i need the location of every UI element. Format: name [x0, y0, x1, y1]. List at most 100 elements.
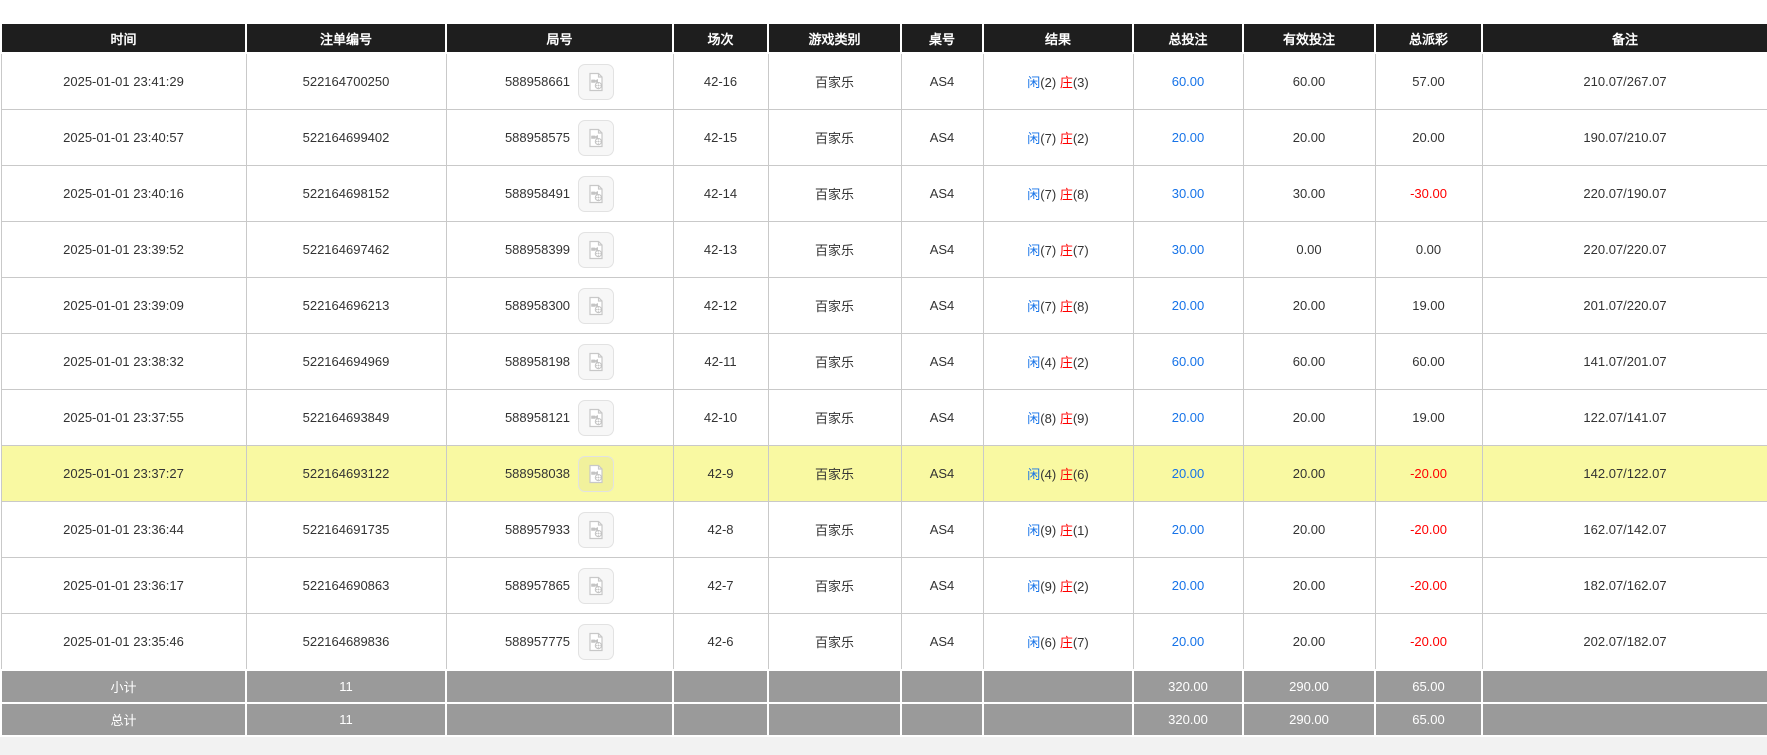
summary-empty-cell [900, 702, 984, 737]
payout-value: 19.00 [1374, 277, 1483, 334]
result-cell: 闲(7) 庄(2) [982, 109, 1134, 166]
video-replay-icon [586, 576, 606, 596]
summary-payout: 65.00 [1374, 669, 1483, 704]
video-replay-button[interactable] [578, 175, 615, 212]
round-cell: 588958399 [445, 221, 674, 278]
video-replay-button[interactable] [578, 63, 615, 100]
result-banker-label: 庄 [1059, 131, 1073, 146]
video-replay-button[interactable] [578, 231, 615, 268]
total-bet: 30.00 [1132, 221, 1244, 278]
remark: 162.07/142.07 [1481, 501, 1767, 558]
table-number: AS4 [900, 277, 984, 334]
result-player-score: (8) [1040, 411, 1057, 426]
table-row[interactable]: 2025-01-01 23:39:52 522164697462 5889583… [0, 221, 1767, 278]
video-replay-button[interactable] [578, 343, 615, 380]
bet-id: 522164698152 [245, 165, 447, 222]
total-bet: 20.00 [1132, 557, 1244, 614]
result-player-label: 闲 [1027, 299, 1041, 314]
game-type: 百家乐 [767, 389, 902, 446]
col-session: 场次 [672, 22, 769, 54]
table-number: AS4 [900, 389, 984, 446]
summary-label: 总计 [0, 702, 247, 737]
round-cell: 588958491 [445, 165, 674, 222]
game-type: 百家乐 [767, 501, 902, 558]
round-cell: 588958121 [445, 389, 674, 446]
page-background-strip [0, 737, 1767, 755]
video-replay-icon [586, 352, 606, 372]
total-bet: 60.00 [1132, 333, 1244, 390]
video-replay-icon [586, 296, 606, 316]
bet-time: 2025-01-01 23:40:16 [0, 165, 247, 222]
result-banker-score: (7) [1072, 635, 1089, 650]
valid-bet: 20.00 [1242, 613, 1376, 671]
bet-id: 522164694969 [245, 333, 447, 390]
summary-total-bet: 320.00 [1132, 669, 1244, 704]
session: 42-10 [672, 389, 769, 446]
remark: 220.07/220.07 [1481, 221, 1767, 278]
valid-bet: 0.00 [1242, 221, 1376, 278]
result-banker-label: 庄 [1059, 635, 1073, 650]
table-row[interactable]: 2025-01-01 23:35:46 522164689836 5889577… [0, 613, 1767, 671]
table-row[interactable]: 2025-01-01 23:36:17 522164690863 5889578… [0, 557, 1767, 614]
result-player-label: 闲 [1027, 635, 1041, 650]
table-row[interactable]: 2025-01-01 23:37:27 522164693122 5889580… [0, 445, 1767, 502]
video-replay-button[interactable] [578, 287, 615, 324]
table-row[interactable]: 2025-01-01 23:41:29 522164700250 5889586… [0, 52, 1767, 110]
total-bet: 20.00 [1132, 613, 1244, 671]
result-cell: 闲(7) 庄(8) [982, 277, 1134, 334]
result-player-label: 闲 [1027, 411, 1041, 426]
round-id: 588958575 [504, 130, 571, 145]
bet-time: 2025-01-01 23:36:44 [0, 501, 247, 558]
payout-value: -20.00 [1374, 445, 1483, 502]
result-banker-score: (6) [1072, 467, 1089, 482]
valid-bet: 20.00 [1242, 277, 1376, 334]
bet-id: 522164689836 [245, 613, 447, 671]
total-bet: 20.00 [1132, 277, 1244, 334]
bet-time: 2025-01-01 23:41:29 [0, 52, 247, 110]
result-banker-score: (2) [1072, 355, 1089, 370]
bet-id: 522164697462 [245, 221, 447, 278]
result-banker-label: 庄 [1059, 467, 1073, 482]
valid-bet: 20.00 [1242, 501, 1376, 558]
video-replay-button[interactable] [578, 119, 615, 156]
result-player-score: (4) [1040, 355, 1057, 370]
round-id: 588958300 [504, 298, 571, 313]
remark: 182.07/162.07 [1481, 557, 1767, 614]
table-row[interactable]: 2025-01-01 23:38:32 522164694969 5889581… [0, 333, 1767, 390]
video-replay-button[interactable] [578, 399, 615, 436]
video-replay-button[interactable] [578, 455, 615, 492]
valid-bet: 30.00 [1242, 165, 1376, 222]
table-row[interactable]: 2025-01-01 23:37:55 522164693849 5889581… [0, 389, 1767, 446]
bet-history-table: 时间 注单编号 局号 场次 游戏类别 桌号 结果 总投注 有效投注 总派彩 备注… [0, 22, 1767, 737]
video-replay-button[interactable] [578, 623, 615, 660]
result-banker-label: 庄 [1059, 411, 1073, 426]
session: 42-7 [672, 557, 769, 614]
summary-empty-cell [767, 702, 902, 737]
round-id: 588958198 [504, 354, 571, 369]
bet-id: 522164696213 [245, 277, 447, 334]
result-player-score: (7) [1040, 187, 1057, 202]
video-replay-button[interactable] [578, 567, 615, 604]
round-cell: 588958661 [445, 52, 674, 110]
table-row[interactable]: 2025-01-01 23:40:57 522164699402 5889585… [0, 109, 1767, 166]
session: 42-13 [672, 221, 769, 278]
bet-time: 2025-01-01 23:39:09 [0, 277, 247, 334]
result-player-label: 闲 [1027, 187, 1041, 202]
remark: 141.07/201.07 [1481, 333, 1767, 390]
video-replay-icon [586, 632, 606, 652]
valid-bet: 20.00 [1242, 109, 1376, 166]
round-id: 588958399 [504, 242, 571, 257]
table-row[interactable]: 2025-01-01 23:36:44 522164691735 5889579… [0, 501, 1767, 558]
table-row[interactable]: 2025-01-01 23:39:09 522164696213 5889583… [0, 277, 1767, 334]
header-row: 时间 注单编号 局号 场次 游戏类别 桌号 结果 总投注 有效投注 总派彩 备注 [0, 22, 1767, 54]
payout-value: 57.00 [1374, 52, 1483, 110]
result-cell: 闲(9) 庄(1) [982, 501, 1134, 558]
payout-value: 19.00 [1374, 389, 1483, 446]
table-row[interactable]: 2025-01-01 23:40:16 522164698152 5889584… [0, 165, 1767, 222]
result-cell: 闲(2) 庄(3) [982, 52, 1134, 110]
result-player-score: (9) [1040, 523, 1057, 538]
video-replay-button[interactable] [578, 511, 615, 548]
col-valid-bet: 有效投注 [1242, 22, 1376, 54]
result-banker-label: 庄 [1059, 355, 1073, 370]
col-payout: 总派彩 [1374, 22, 1483, 54]
